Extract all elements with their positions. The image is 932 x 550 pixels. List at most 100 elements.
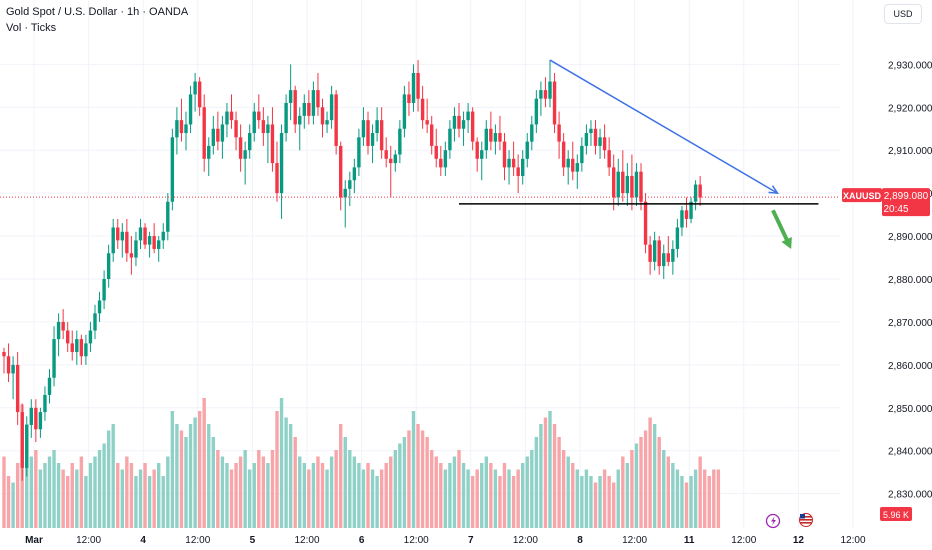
- y-tick-label: 2,860.000: [888, 361, 932, 372]
- volume-bar: [457, 450, 461, 528]
- candle-body: [266, 124, 270, 134]
- x-tick-label: 6: [359, 535, 365, 546]
- projection-arrow-shaft[interactable]: [771, 209, 790, 242]
- x-tick-label: 8: [577, 535, 583, 546]
- candle-body: [275, 163, 279, 194]
- volume-bar: [52, 450, 56, 528]
- x-tick-label: 11: [684, 535, 695, 546]
- volume-bar: [680, 476, 684, 528]
- volume-bar: [316, 456, 320, 528]
- candle-body: [662, 253, 666, 267]
- trendline[interactable]: [549, 59, 778, 194]
- candle-body: [202, 107, 206, 159]
- candle-body: [229, 111, 234, 121]
- volume-bar: [6, 476, 11, 528]
- candle-body: [384, 150, 388, 159]
- candle-body: [434, 145, 438, 159]
- candle-body: [671, 248, 675, 262]
- volume-bar: [38, 469, 43, 528]
- volume-bar: [152, 469, 156, 528]
- volume-bar: [270, 450, 275, 528]
- candle-body: [170, 137, 175, 202]
- candle-body: [302, 102, 306, 116]
- candle-body: [11, 364, 15, 374]
- volume-bar: [293, 437, 297, 528]
- candle-body: [311, 90, 316, 116]
- volume-bar: [125, 456, 129, 528]
- volume-bar: [707, 476, 711, 528]
- volume-bar: [2, 456, 6, 528]
- flag-canton: [800, 514, 805, 519]
- currency-button[interactable]: USD: [884, 4, 922, 24]
- y-tick-label: 2,830.000: [888, 490, 932, 501]
- candle-body: [15, 364, 20, 413]
- candle-body: [448, 128, 452, 151]
- candle-body: [97, 300, 102, 314]
- volume-bar: [97, 450, 102, 528]
- volume-bar: [634, 443, 639, 528]
- volume-bar: [47, 456, 52, 528]
- volume-bar: [534, 437, 539, 528]
- volume-bar: [612, 482, 616, 528]
- volume-bar: [229, 469, 234, 528]
- volume-bar: [179, 430, 184, 528]
- candle-body: [134, 240, 138, 258]
- volume-bar: [175, 424, 179, 528]
- candle-body: [643, 201, 648, 245]
- flag-stripe: [800, 522, 812, 524]
- candle-body: [79, 339, 84, 357]
- volume-bar: [657, 437, 661, 528]
- volume-bar: [571, 463, 575, 528]
- candle-body: [284, 102, 288, 134]
- volume-bar: [716, 469, 721, 528]
- candle-body: [220, 124, 225, 142]
- volume-bar: [298, 456, 302, 528]
- volume-bar: [420, 430, 425, 528]
- volume-bar: [56, 463, 61, 528]
- x-tick-label: 12:00: [76, 535, 101, 546]
- volume-bar: [493, 469, 498, 528]
- volume-bar: [625, 463, 630, 528]
- candle-body: [225, 111, 229, 125]
- candle-body: [25, 424, 29, 468]
- candle-body: [125, 231, 129, 254]
- candle-body: [566, 158, 570, 168]
- candle-body: [102, 279, 106, 301]
- volume-bar: [84, 476, 88, 528]
- volume-bar: [425, 437, 429, 528]
- volume-bar: [384, 463, 388, 528]
- candle-body: [411, 72, 416, 103]
- volume-bar: [157, 463, 161, 528]
- volume-bar: [243, 450, 247, 528]
- candle-body: [684, 210, 689, 219]
- volume-bar: [693, 469, 698, 528]
- volume-bar: [698, 456, 702, 528]
- candle-body: [116, 227, 120, 241]
- candle-body: [398, 128, 402, 155]
- volume-bar: [161, 476, 165, 528]
- candle-body: [197, 81, 202, 108]
- x-tick-label: 7: [468, 535, 474, 546]
- volume-bar: [288, 424, 293, 528]
- candle-body: [511, 158, 516, 168]
- volume-bar: [34, 450, 38, 528]
- x-tick-label: 12:00: [840, 535, 865, 546]
- volume-bar: [170, 411, 175, 528]
- volume-bar: [129, 463, 134, 528]
- volume-indicator-label[interactable]: Vol · Ticks: [6, 22, 57, 34]
- volume-bar: [525, 456, 529, 528]
- volume-bar: [480, 463, 484, 528]
- candle-body: [43, 394, 47, 413]
- candle-body: [298, 115, 302, 125]
- volume-bar: [361, 469, 366, 528]
- candle-body: [20, 412, 24, 468]
- candle-body: [84, 343, 88, 357]
- volume-bar: [407, 430, 411, 528]
- candle-body: [425, 120, 429, 125]
- volume-bar: [561, 450, 566, 528]
- volume-bar: [339, 424, 343, 528]
- candle-body: [698, 184, 702, 198]
- candle-body: [352, 167, 357, 181]
- volume-bar: [475, 469, 479, 528]
